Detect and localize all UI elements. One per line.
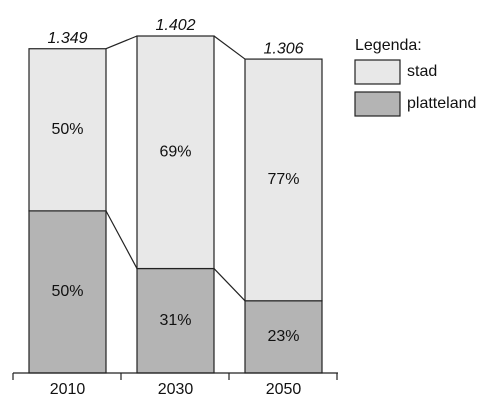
legend-title: Legenda: bbox=[355, 37, 422, 54]
value-label: 31% bbox=[159, 312, 191, 329]
value-label: 50% bbox=[51, 121, 83, 138]
connector bbox=[213, 35, 246, 60]
total-label: 1.349 bbox=[47, 30, 87, 47]
legend-label: platteland bbox=[407, 95, 476, 112]
legend-label: stad bbox=[407, 63, 437, 80]
value-label: 77% bbox=[267, 171, 299, 188]
x-tick-label: 2050 bbox=[266, 381, 302, 398]
total-label: 1.306 bbox=[263, 40, 303, 57]
x-tick-label: 2010 bbox=[50, 381, 86, 398]
value-label: 23% bbox=[267, 328, 299, 345]
bar-segment bbox=[136, 35, 215, 270]
bar-segment bbox=[244, 58, 323, 302]
value-label: 50% bbox=[51, 283, 83, 300]
bar-segment bbox=[28, 48, 107, 212]
total-label: 1.402 bbox=[155, 17, 195, 34]
connector bbox=[105, 35, 138, 50]
value-label: 69% bbox=[159, 143, 191, 160]
bar-segment bbox=[28, 210, 107, 374]
legend-swatch bbox=[354, 59, 401, 85]
x-tick-label: 2030 bbox=[158, 381, 194, 398]
connector bbox=[105, 210, 138, 269]
legend-swatch bbox=[354, 91, 401, 117]
connector bbox=[213, 268, 246, 302]
